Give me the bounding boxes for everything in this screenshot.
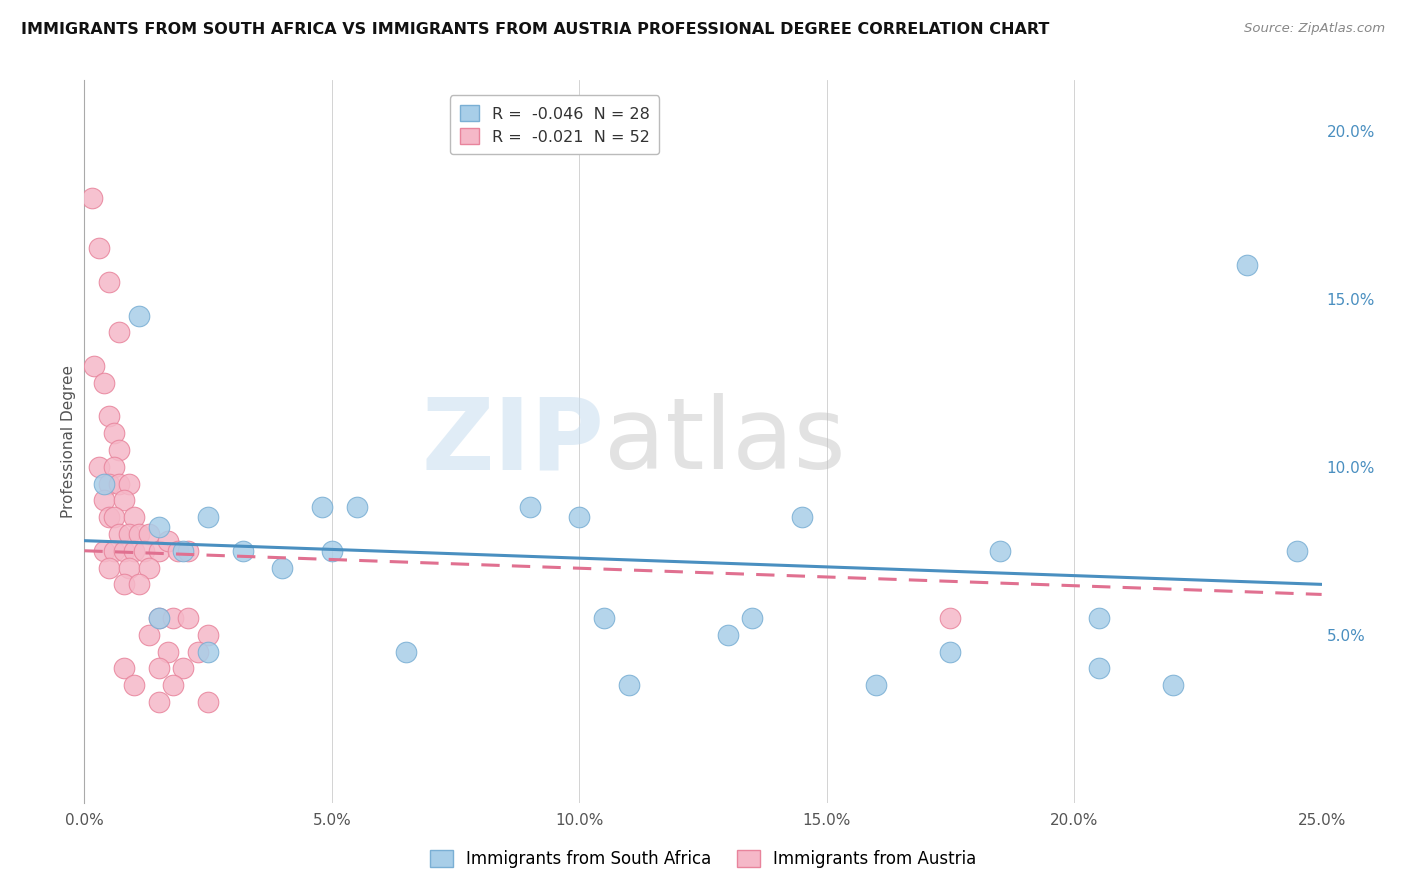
Point	[172, 661, 194, 675]
Point	[271, 560, 294, 574]
Point	[321, 543, 343, 558]
Point	[148, 611, 170, 625]
Point	[232, 543, 254, 558]
Point	[118, 560, 141, 574]
Point	[98, 409, 121, 424]
Point	[112, 543, 135, 558]
Point	[177, 611, 200, 625]
Point	[593, 611, 616, 625]
Point	[103, 543, 125, 558]
Point	[177, 543, 200, 558]
Point	[148, 543, 170, 558]
Point	[108, 527, 131, 541]
Point	[395, 644, 418, 658]
Point	[108, 476, 131, 491]
Point	[122, 678, 145, 692]
Point	[157, 533, 180, 548]
Point	[108, 442, 131, 457]
Point	[108, 326, 131, 340]
Point	[162, 678, 184, 692]
Point	[717, 628, 740, 642]
Point	[148, 661, 170, 675]
Text: ZIP: ZIP	[422, 393, 605, 490]
Point	[741, 611, 763, 625]
Point	[118, 527, 141, 541]
Point	[187, 644, 209, 658]
Point	[93, 376, 115, 390]
Point	[1236, 258, 1258, 272]
Legend: Immigrants from South Africa, Immigrants from Austria: Immigrants from South Africa, Immigrants…	[423, 843, 983, 875]
Point	[98, 275, 121, 289]
Point	[128, 527, 150, 541]
Point	[89, 459, 111, 474]
Point	[197, 695, 219, 709]
Point	[167, 543, 190, 558]
Point	[1285, 543, 1308, 558]
Point	[157, 644, 180, 658]
Point	[148, 520, 170, 534]
Point	[98, 560, 121, 574]
Point	[148, 695, 170, 709]
Point	[103, 510, 125, 524]
Point	[112, 493, 135, 508]
Y-axis label: Professional Degree: Professional Degree	[60, 365, 76, 518]
Point	[172, 543, 194, 558]
Point	[1088, 661, 1111, 675]
Point	[939, 611, 962, 625]
Point	[103, 459, 125, 474]
Point	[93, 493, 115, 508]
Point	[790, 510, 813, 524]
Text: atlas: atlas	[605, 393, 845, 490]
Point	[98, 476, 121, 491]
Point	[83, 359, 105, 373]
Point	[103, 426, 125, 441]
Point	[1088, 611, 1111, 625]
Point	[138, 628, 160, 642]
Point	[311, 500, 333, 514]
Legend: R =  -0.046  N = 28, R =  -0.021  N = 52: R = -0.046 N = 28, R = -0.021 N = 52	[450, 95, 659, 154]
Point	[939, 644, 962, 658]
Point	[112, 577, 135, 591]
Point	[98, 510, 121, 524]
Point	[197, 628, 219, 642]
Point	[93, 543, 115, 558]
Point	[128, 577, 150, 591]
Point	[118, 476, 141, 491]
Point	[132, 543, 155, 558]
Point	[1161, 678, 1184, 692]
Point	[89, 241, 111, 255]
Point	[519, 500, 541, 514]
Point	[617, 678, 640, 692]
Point	[568, 510, 591, 524]
Point	[138, 527, 160, 541]
Point	[122, 543, 145, 558]
Point	[197, 510, 219, 524]
Point	[148, 611, 170, 625]
Point	[80, 191, 103, 205]
Point	[112, 661, 135, 675]
Point	[128, 309, 150, 323]
Point	[197, 644, 219, 658]
Point	[93, 476, 115, 491]
Point	[162, 611, 184, 625]
Point	[138, 560, 160, 574]
Point	[988, 543, 1011, 558]
Point	[122, 510, 145, 524]
Point	[346, 500, 368, 514]
Text: IMMIGRANTS FROM SOUTH AFRICA VS IMMIGRANTS FROM AUSTRIA PROFESSIONAL DEGREE CORR: IMMIGRANTS FROM SOUTH AFRICA VS IMMIGRAN…	[21, 22, 1049, 37]
Text: Source: ZipAtlas.com: Source: ZipAtlas.com	[1244, 22, 1385, 36]
Point	[865, 678, 887, 692]
